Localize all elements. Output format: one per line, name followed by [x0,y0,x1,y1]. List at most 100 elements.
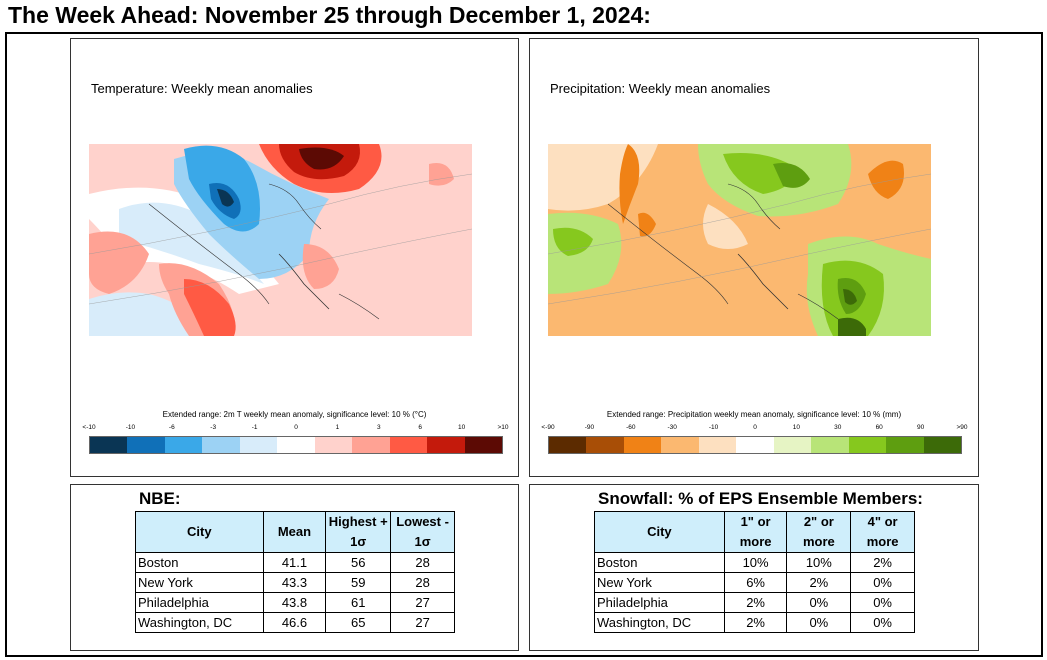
temperature-legend-tick-label: 1 [335,424,340,431]
snow-value-cell: 6% [723,572,788,593]
temperature-legend-swatch [277,437,315,453]
snow-table-row: Washington, DC 2% 0% 0% [594,612,915,633]
precipitation-legend-swatch [661,437,699,453]
precipitation-map-panel: Precipitation: Weekly mean anomalies [529,38,979,477]
precipitation-legend-tick-label: 60 [875,424,883,431]
temperature-legend-tick-label: >10 [497,424,509,431]
temperature-legend-swatch [352,437,390,453]
precipitation-legend-swatch [586,437,624,453]
snow-table-row: Boston 10% 10% 2% [594,552,915,573]
nbe-value-cell: 56 [325,552,392,573]
temperature-legend-swatch [90,437,128,453]
nbe-value-cell: 61 [325,592,392,613]
temperature-map-graphic [89,144,472,336]
precipitation-anomaly-map [548,144,931,336]
temperature-legend-tick-label: 0 [294,424,298,431]
snow-value-cell: 0% [786,612,852,633]
nbe-value-cell: 59 [325,572,392,593]
nbe-value-cell: 46.6 [262,612,327,633]
temperature-legend-swatch [127,437,165,453]
snowfall-panel: Snowfall: % of EPS Ensemble Members: Cit… [529,484,979,651]
snow-value-cell: 2% [723,592,788,613]
nbe-value-cell: 28 [390,572,455,593]
precipitation-legend-tick-label: 90 [916,424,925,431]
snow-value-cell: 2% [850,552,915,573]
nbe-value-cell: 65 [325,612,392,633]
nbe-header-highest: Highest + 1σ [325,511,392,553]
nbe-value-cell: 41.1 [262,552,327,573]
temperature-legend-swatch [164,437,203,453]
snowfall-table-body: Boston 10% 10% 2% New York 6% 2% 0% Philadelphia… [594,552,915,633]
nbe-table-body: Boston 41.1 56 28 New York 43.3 59 28 Philadelph… [135,552,455,633]
precipitation-legend-tick-label: -90 [584,424,595,431]
nbe-value-cell: 28 [390,552,455,573]
precipitation-legend-swatch [886,437,924,453]
temperature-legend-swatch [389,437,428,453]
precipitation-legend-tick-label: >90 [956,424,968,431]
snowfall-header-1in: 1" or more [723,511,788,553]
temperature-legend-tick-label: -10 [125,424,136,431]
temperature-anomaly-map [89,144,472,336]
temperature-map-subtitle: Temperature: Weekly mean anomalies [91,81,313,96]
temperature-legend-tick-label: 6 [418,424,422,431]
snowfall-header-4in: 4" or more [850,511,915,553]
precipitation-legend-swatch [623,437,662,453]
precipitation-legend-tick-label: 0 [753,424,757,431]
temperature-legend-tick-label: <-10 [82,424,96,431]
snow-table-row: Philadelphia 2% 0% 0% [594,592,915,613]
nbe-city-cell: Philadelphia [135,592,264,613]
precipitation-legend-swatch [698,437,737,453]
precipitation-legend-caption: Extended range: Precipitation weekly mea… [606,410,902,419]
nbe-value-cell: 43.8 [262,592,327,613]
nbe-table-row: Philadelphia 43.8 61 27 [135,592,455,613]
snow-value-cell: 10% [723,552,788,573]
nbe-value-cell: 27 [390,612,455,633]
temperature-map-panel: Temperature: Weekly mean anomalies [70,38,519,477]
snow-city-cell: Philadelphia [594,592,725,613]
snow-value-cell: 2% [786,572,852,593]
precipitation-map-subtitle: Precipitation: Weekly mean anomalies [550,81,771,96]
nbe-table-header-row: City Mean Highest + 1σ Lowest - 1σ [135,511,455,553]
snowfall-table: City 1" or more 2" or more 4" or more Bo… [594,511,915,633]
nbe-table: City Mean Highest + 1σ Lowest - 1σ Bosto… [135,511,455,633]
nbe-value-cell: 27 [390,592,455,613]
temperature-legend-tick-label: -1 [251,424,258,431]
temperature-legend-caption: Extended range: 2m T weekly mean anomaly… [162,410,427,419]
snowfall-table-header-row: City 1" or more 2" or more 4" or more [594,511,915,553]
snow-table-row: New York 6% 2% 0% [594,572,915,593]
precipitation-map-graphic [548,144,931,336]
temperature-legend-swatch [464,437,502,453]
snow-value-cell: 0% [786,592,852,613]
precipitation-legend-swatch [773,437,812,453]
temperature-legend-tick-label: 10 [457,424,466,431]
precipitation-legend-tick-label: -10 [708,424,719,431]
nbe-value-cell: 43.3 [262,572,327,593]
precipitation-legend-ticks: <-90 -90 -60 -30 -10 0 10 30 60 90 >90 [541,424,967,434]
outer-frame [5,32,1043,657]
page-title: The Week Ahead: November 25 through Dece… [8,2,651,28]
temperature-legend-ticks: <-10 -10 -6 -3 -1 0 1 3 6 10 >10 [82,424,508,434]
nbe-city-cell: Boston [135,552,264,573]
snow-value-cell: 10% [786,552,852,573]
temperature-legend-swatch [427,437,465,453]
nbe-table-title: NBE: [139,489,181,508]
snow-value-cell: 0% [850,612,915,633]
temperature-legend-swatch [239,437,278,453]
nbe-header-lowest: Lowest - 1σ [390,511,455,553]
snow-city-cell: Boston [594,552,725,573]
snow-city-cell: New York [594,572,725,593]
temperature-legend-bar [89,436,503,454]
temperature-legend-tick-label: 3 [376,424,381,431]
precipitation-legend-swatch [549,437,587,453]
precipitation-legend-tick-label: 10 [792,424,801,431]
nbe-city-cell: New York [135,572,264,593]
snowfall-table-title: Snowfall: % of EPS Ensemble Members: [598,489,923,508]
snowfall-header-2in: 2" or more [786,511,852,553]
snow-value-cell: 0% [850,572,915,593]
nbe-header-mean: Mean [262,511,327,553]
snowfall-header-city: City [594,511,725,553]
snow-value-cell: 0% [850,592,915,613]
nbe-table-row: Washington, DC 46.6 65 27 [135,612,455,633]
precipitation-legend-bar [548,436,962,454]
precipitation-legend-tick-label: 30 [834,424,842,431]
